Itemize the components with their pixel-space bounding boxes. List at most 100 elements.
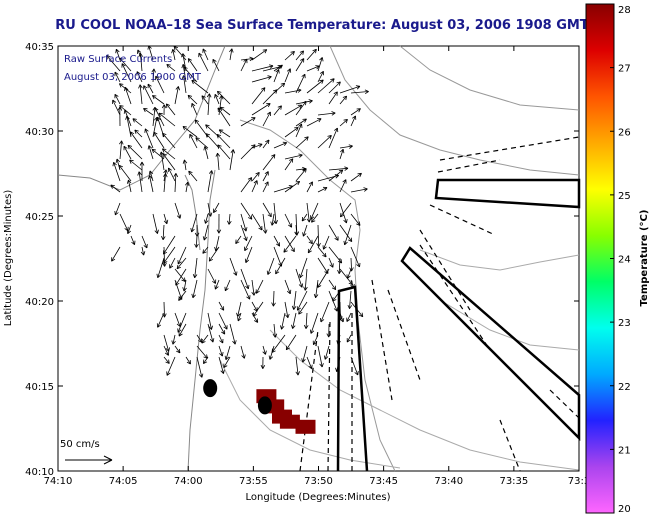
current-vector-head [178,296,180,301]
current-vector-head [211,170,214,175]
current-vector-head [188,171,190,176]
current-vector-head [327,135,332,137]
coastline-north [57,45,226,191]
current-vector-head [300,58,304,61]
current-vector-head [183,75,187,79]
current-vector-head [237,318,242,322]
current-vector-head [291,305,295,310]
current-vector-head [294,127,299,129]
current-vector-head [331,112,336,116]
current-vector-head [290,249,295,253]
current-vector-head [272,333,276,338]
current-vector-head [311,239,313,244]
current-vector-head [297,371,300,376]
current-vector-head [195,243,199,248]
current-vector [174,173,177,193]
current-vector-head [275,271,280,275]
current-vector-head [262,229,266,234]
scale-arrow [65,455,113,465]
current-vector [262,181,269,193]
current-vector-head [329,264,334,268]
current-vector-head [346,339,351,343]
current-vector [293,290,297,310]
current-vector [237,301,242,317]
current-vector [140,53,143,72]
current-vector-head [129,159,134,162]
current-vector-head [227,220,230,225]
current-vector-head [308,250,312,254]
current-vector-head [275,89,278,94]
radial-line [439,136,580,161]
current-vector [317,78,335,94]
current-vector-head [212,338,215,343]
current-vector-head [235,241,240,244]
current-vector-head [344,167,349,171]
current-vector [262,171,269,182]
current-vector-head [251,291,255,296]
current-vector-head [164,262,167,267]
current-vector-head [137,49,142,53]
x-tick-label: 73:55 [239,476,268,487]
current-vector-head [308,365,312,370]
colorbar-tick-label: 23 [618,318,631,329]
current-vector-head [320,317,322,323]
current-vector [317,112,336,116]
current-vector-head [334,127,338,131]
current-vector-head [213,210,218,213]
x-tick-label: 74:10 [44,476,73,487]
current-vector-head [131,241,135,246]
current-vector [273,202,277,224]
current-vector-head [152,95,157,97]
current-vector-head [280,105,282,110]
current-vector-head [236,271,238,276]
current-vector-head [272,89,278,92]
current-vector [271,334,286,353]
current-vector-head [147,83,152,87]
current-vector-head [342,318,345,323]
x-tick-label: 73:50 [304,476,333,487]
current-vector [183,66,198,83]
current-vector [240,117,256,127]
current-vector [174,279,182,300]
current-vector-head [335,367,337,372]
current-vector-head [176,266,181,270]
current-vector-head [332,78,335,83]
current-vector-head [246,236,248,241]
current-vector [110,184,121,193]
y-tick-label: 40:20 [25,297,54,308]
current-vector-head [294,231,298,236]
current-vector [205,213,209,224]
current-vector [217,144,231,160]
current-vector-head [163,169,167,174]
current-vector-head [191,293,194,298]
current-vector-head [277,105,282,108]
current-vector-head [340,169,344,174]
current-vector-head [224,355,227,360]
current-vector [251,65,274,72]
current-vector [251,87,266,105]
x-tick-label: 74:00 [174,476,203,487]
sandy-hook [184,174,201,251]
current-vector-head [344,166,349,169]
current-vector-head [115,212,119,216]
current-vector [185,356,191,365]
current-vector-head [361,312,364,317]
current-vector-head [127,145,130,150]
current-vector-head [258,143,263,145]
current-vector [284,181,300,193]
current-vector [301,213,308,222]
current-vector-head [143,245,148,249]
current-vector-head [318,242,321,247]
current-vector [218,323,226,335]
current-vector [295,101,307,116]
current-vector [328,169,344,182]
current-vector-head [166,64,169,69]
current-vector-head [323,355,326,360]
current-vector-head [136,71,141,75]
radial-line [327,319,331,472]
current-vector [162,224,165,240]
current-vector [162,132,176,149]
current-vector [339,85,361,94]
current-vector [273,246,282,267]
current-vector-head [183,287,187,292]
